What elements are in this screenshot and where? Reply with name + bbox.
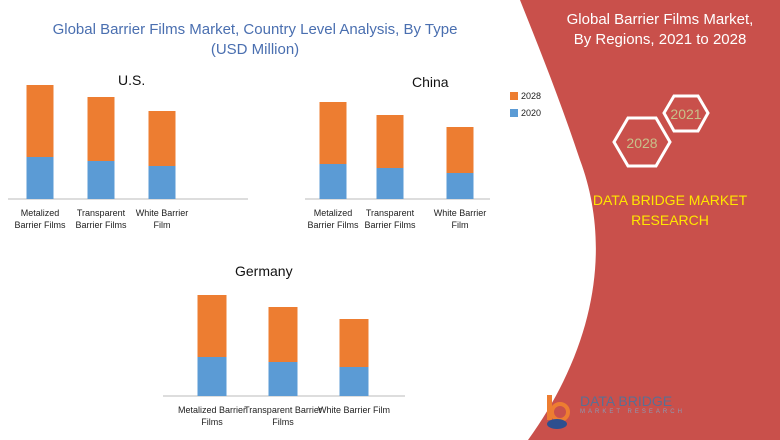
bar-2020 — [148, 166, 176, 199]
category-label: Transparent Barrier Films — [75, 208, 127, 230]
category-label: White Barrier Film — [433, 208, 487, 230]
hexagon-2028 — [612, 116, 672, 168]
bar-2020 — [87, 161, 115, 199]
hex-2021-text: 2021 — [670, 106, 701, 122]
chart-title-china: China — [412, 74, 449, 90]
bar-2020 — [26, 157, 54, 199]
bar-2020 — [446, 173, 474, 199]
legend-swatch — [510, 109, 518, 117]
bar-2020 — [319, 164, 347, 199]
hex-2028-text: 2028 — [626, 135, 657, 151]
chart-title-germany: Germany — [235, 263, 293, 279]
bar-2028 — [148, 111, 176, 166]
category-label: Metalized Barrier Films — [177, 405, 247, 427]
bar-2028 — [197, 295, 227, 357]
bar-2028 — [26, 85, 54, 157]
page-title: Global Barrier Films Market, Country Lev… — [52, 21, 458, 58]
hexagon-2021 — [662, 94, 710, 133]
bar-2020 — [268, 362, 298, 396]
category-label: Metalized Barrier Films — [307, 208, 359, 230]
bar-2028 — [376, 115, 404, 168]
logo-icon — [547, 395, 570, 429]
category-label: Transparent Barrier Films — [364, 208, 416, 230]
side-panel — [520, 0, 780, 440]
logo-text: DATA BRIDGE — [580, 393, 673, 409]
chart-title-us: U.S. — [118, 72, 146, 88]
category-label: Metalized Barrier Films — [14, 208, 66, 230]
bar-2020 — [339, 367, 369, 396]
category-label: White Barrier Film — [135, 208, 189, 230]
category-label: Transparent Barrier Films — [244, 405, 322, 427]
category-label: White Barrier Film — [317, 405, 390, 415]
logo-subtext: MARKET RESEARCH — [580, 409, 685, 415]
bar-2028 — [446, 127, 474, 173]
side-title: Global Barrier Films Market, By Regions,… — [566, 11, 754, 48]
logo: DATA BRIDGE MARKET RESEARCH — [580, 393, 685, 415]
bar-2020 — [197, 357, 227, 396]
legend-label: 2028 — [521, 91, 542, 101]
legend-2020: 2020 — [510, 108, 541, 118]
legend-2028: 2028 — [510, 91, 541, 101]
bar-2028 — [87, 97, 115, 161]
bar-2028 — [319, 102, 347, 164]
bar-2020 — [376, 168, 404, 199]
bar-2028 — [268, 307, 298, 362]
legend-label: 2020 — [521, 108, 542, 118]
bar-2028 — [339, 319, 369, 367]
brand-text: DATA BRIDGE MARKET RESEARCH — [592, 192, 748, 228]
legend-swatch — [510, 92, 518, 100]
